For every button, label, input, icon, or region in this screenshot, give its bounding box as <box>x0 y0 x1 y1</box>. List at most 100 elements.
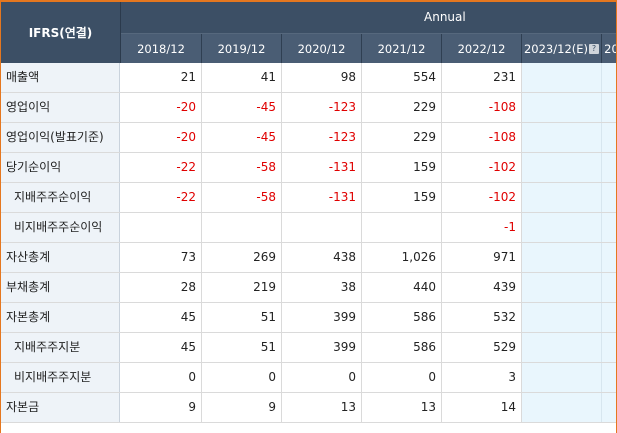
row-label: 자본총계 <box>1 303 120 332</box>
table-row: 당기순이익 -22 -58 -131 159 -102 <box>1 153 616 183</box>
year-label: 2020/12 <box>297 41 346 56</box>
value-cell: 269 <box>202 243 282 272</box>
estimate-cell <box>522 123 602 152</box>
row-label: 당기순이익 <box>1 153 120 182</box>
row-label: 지배주주지분 <box>1 333 120 362</box>
value-cell: -58 <box>202 153 282 182</box>
estimate-cell <box>522 303 602 332</box>
value-cell: 14 <box>442 393 522 422</box>
value-cell: 0 <box>121 363 202 392</box>
table-row: 매출액 21 41 98 554 231 <box>1 63 616 93</box>
value-cell: 554 <box>362 63 442 92</box>
value-cell: -58 <box>202 183 282 212</box>
estimate-cell <box>602 273 616 302</box>
value-cell: 45 <box>121 333 202 362</box>
value-cell: 399 <box>282 333 362 362</box>
value-cell: 219 <box>202 273 282 302</box>
value-cell: 9 <box>202 393 282 422</box>
year-label: 2019/12 <box>217 41 266 56</box>
value-cell: 229 <box>362 123 442 152</box>
value-cell: -131 <box>282 153 362 182</box>
row-label: 영업이익 <box>1 93 120 122</box>
estimate-cell <box>602 123 616 152</box>
value-cell: -123 <box>282 123 362 152</box>
value-cell <box>121 213 202 242</box>
year-label: 2022/12 <box>457 41 506 56</box>
row-label: 자산총계 <box>1 243 120 272</box>
value-cell: 159 <box>362 183 442 212</box>
table-row: 부채총계 28 219 38 440 439 <box>1 273 616 303</box>
row-label: 비지배주주순이익 <box>1 213 120 242</box>
value-cell: 51 <box>202 333 282 362</box>
value-cell: -20 <box>121 93 202 122</box>
year-label: 2018/12 <box>137 41 185 56</box>
year-header-0: 2018/12 <box>121 34 202 63</box>
question-icon[interactable]: ? <box>589 43 599 54</box>
value-cell: 586 <box>362 333 442 362</box>
estimate-cell <box>602 93 616 122</box>
value-cell: 586 <box>362 303 442 332</box>
row-label: 부채총계 <box>1 273 120 302</box>
estimate-cell <box>522 153 602 182</box>
row-label: 지배주주순이익 <box>1 183 120 212</box>
estimate-cell <box>602 63 616 92</box>
estimate-cell <box>602 303 616 332</box>
value-cell <box>202 213 282 242</box>
value-cell: 231 <box>442 63 522 92</box>
value-cell: 532 <box>442 303 522 332</box>
row-label: 매출액 <box>1 63 120 92</box>
value-cell: 0 <box>282 363 362 392</box>
value-cell: 399 <box>282 303 362 332</box>
estimate-cell <box>602 393 616 422</box>
value-cell: -108 <box>442 123 522 152</box>
row-label: 자본금 <box>1 393 120 422</box>
value-cell: 0 <box>202 363 282 392</box>
year-header-6: 20 <box>602 34 616 63</box>
value-cell: -22 <box>121 183 202 212</box>
table-row: 영업이익 -20 -45 -123 229 -108 <box>1 93 616 123</box>
value-cell: 38 <box>282 273 362 302</box>
value-cell: 0 <box>362 363 442 392</box>
estimate-cell <box>602 183 616 212</box>
value-cell: 21 <box>121 63 202 92</box>
table-row: 비지배주주지분 0 0 0 0 3 <box>1 363 616 393</box>
estimate-cell <box>602 243 616 272</box>
value-cell: 1,026 <box>362 243 442 272</box>
value-cell: -123 <box>282 93 362 122</box>
value-cell: -1 <box>442 213 522 242</box>
estimate-cell <box>602 213 616 242</box>
value-cell: 98 <box>282 63 362 92</box>
row-label: 영업이익(발표기준) <box>1 123 120 152</box>
value-cell: 45 <box>121 303 202 332</box>
estimate-cell <box>522 363 602 392</box>
value-cell: -22 <box>121 153 202 182</box>
estimate-cell <box>522 183 602 212</box>
annual-header: Annual <box>121 2 616 34</box>
value-cell: 51 <box>202 303 282 332</box>
value-cell: 439 <box>442 273 522 302</box>
ifrs-header-cell: IFRS(연결) <box>1 2 121 63</box>
estimate-cell <box>522 273 602 302</box>
value-cell: -131 <box>282 183 362 212</box>
table-row: 자본총계 45 51 399 586 532 <box>1 303 616 333</box>
value-cell: 9 <box>121 393 202 422</box>
estimate-cell <box>602 363 616 392</box>
year-header-1: 2019/12 <box>202 34 282 63</box>
value-cell: -102 <box>442 183 522 212</box>
estimate-cell <box>522 393 602 422</box>
value-cell: 440 <box>362 273 442 302</box>
year-header-3: 2021/12 <box>362 34 442 63</box>
year-header-5[interactable]: 2023/12(E)? <box>522 34 602 63</box>
value-cell: 3 <box>442 363 522 392</box>
value-cell: -45 <box>202 93 282 122</box>
table-row: 지배주주지분 45 51 399 586 529 <box>1 333 616 363</box>
row-label: 비지배주주지분 <box>1 363 120 392</box>
table-row: 자산총계 73 269 438 1,026 971 <box>1 243 616 273</box>
value-cell <box>282 213 362 242</box>
table-row: 지배주주순이익 -22 -58 -131 159 -102 <box>1 183 616 213</box>
estimate-cell <box>522 243 602 272</box>
value-cell: 529 <box>442 333 522 362</box>
year-label: 20 <box>604 41 616 56</box>
value-cell: 159 <box>362 153 442 182</box>
